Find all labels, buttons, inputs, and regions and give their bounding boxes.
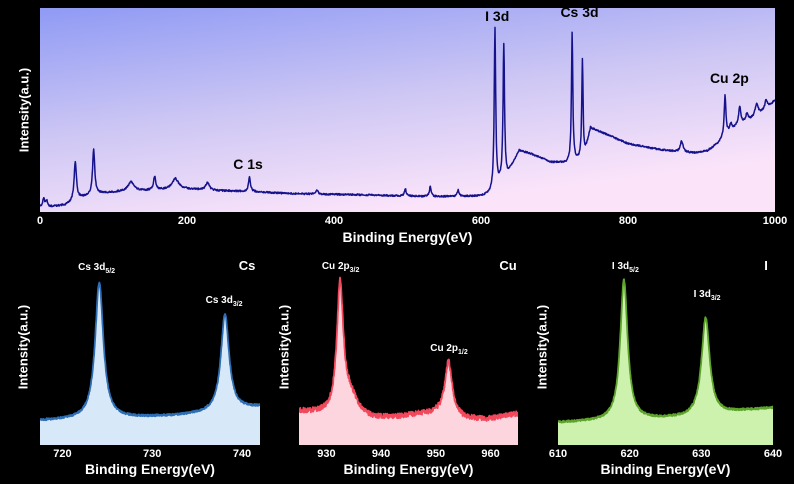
i-y-axis-title: Intensity(a.u.): [534, 304, 550, 390]
cs-x-axis-title: Binding Energy(eV): [85, 461, 215, 477]
peak-label-text: I 3d: [693, 289, 711, 300]
peak-label: Cu 2p: [710, 70, 749, 86]
tick-label: 200: [177, 215, 197, 227]
cu-x-axis-title: Binding Energy(eV): [343, 461, 474, 477]
cu-spectrum-plot: [299, 276, 518, 445]
peak-label: Cu 2p1/2: [430, 343, 468, 359]
i-spectrum-plot: [558, 278, 773, 445]
survey-peak-annotations: C 1s I 3d Cs 3d Cu 2p: [40, 4, 775, 212]
cu-x-ticks: 930 940 950 960: [299, 448, 518, 462]
cu-2p-spectrum-fill: [299, 277, 518, 445]
survey-plot-background: [40, 8, 775, 212]
peak-label-subscript: 5/2: [105, 268, 116, 275]
peak-label-subscript: 3/2: [232, 301, 243, 308]
survey-x-ticks: 0 200 400 600 800 1000: [36, 215, 787, 229]
peak-label-text: Cs 3d: [78, 262, 106, 273]
tick-label: 940: [371, 448, 391, 460]
peak-label: Cs 3d5/2: [78, 262, 115, 278]
cs-x-ticks: 720 730 740: [40, 448, 260, 462]
i-x-ticks: 610 620 630 640: [549, 448, 782, 462]
panel-label-i: I: [764, 258, 768, 273]
tick-label: 960: [481, 448, 500, 460]
peak-label: Cs 3d3/2: [206, 295, 243, 311]
tick-label: 950: [426, 448, 446, 460]
cs-3d-spectrum-curve: [40, 281, 260, 422]
peak-label: I 3d3/2: [694, 289, 721, 305]
panel-label-cu: Cu: [499, 258, 517, 273]
cs-spectrum-plot: [40, 281, 260, 445]
tick-label: 630: [692, 448, 711, 460]
peak-label-text: C 1s: [233, 156, 263, 172]
peak-label: I 3d: [485, 8, 509, 24]
i-peak-annotations: I 3d5/2 I 3d3/2: [558, 250, 773, 445]
peak-label-subscript: 5/2: [629, 267, 639, 274]
peak-label: C 1s: [233, 156, 263, 172]
peak-label-text: Cu 2p: [709, 70, 749, 86]
tick-label: 930: [317, 448, 336, 460]
peak-label-text: I 3d: [485, 8, 510, 24]
peak-label-text: Cu 2p: [430, 343, 459, 354]
panel-label-cs: Cs: [238, 258, 256, 273]
cu-peak-annotations: Cu 2p3/2 Cu 2p1/2: [299, 250, 518, 445]
peak-label-subscript: 3/2: [349, 267, 360, 274]
tick-label: 740: [232, 448, 252, 460]
survey-spectrum-plot: [40, 8, 775, 212]
i-3d-spectrum-curve: [558, 278, 773, 424]
peak-label-text: Cu 2p: [321, 261, 350, 272]
survey-y-axis-title: Intensity(a.u.): [16, 67, 32, 153]
cu-y-axis-title: Intensity(a.u.): [276, 304, 292, 390]
tick-label: 600: [471, 215, 491, 227]
tick-label: 640: [763, 448, 783, 460]
peak-label: Cu 2p3/2: [322, 261, 360, 277]
tick-label: 620: [620, 448, 639, 460]
peak-label-subscript: 3/2: [710, 295, 721, 302]
peak-label-text: I 3d: [611, 261, 630, 272]
xps-survey-spectrum-curve: [40, 26, 775, 208]
tick-label: 720: [53, 448, 72, 460]
peak-label: I 3d5/2: [612, 261, 639, 277]
tick-label: 730: [143, 448, 162, 460]
tick-label: 400: [324, 215, 344, 227]
survey-x-axis-title: Binding Energy(eV): [342, 229, 473, 245]
tick-label: 610: [548, 448, 568, 460]
cs-peak-annotations: Cs 3d5/2 Cs 3d3/2: [40, 250, 260, 445]
cu-2p-spectrum-curve: [299, 276, 518, 422]
i-x-axis-title: Binding Energy(eV): [600, 461, 731, 477]
peak-label-text: Cs 3d: [205, 295, 233, 306]
peak-label-subscript: 1/2: [458, 349, 468, 356]
tick-label: 0: [36, 215, 44, 227]
tick-label: 800: [618, 215, 638, 227]
cs-y-axis-title: Intensity(a.u.): [15, 304, 31, 390]
peak-label-text: Cs 3d: [560, 4, 599, 20]
tick-label: 1000: [762, 215, 788, 227]
cs-3d-spectrum-fill: [40, 282, 260, 445]
peak-label: Cs 3d: [560, 4, 598, 20]
